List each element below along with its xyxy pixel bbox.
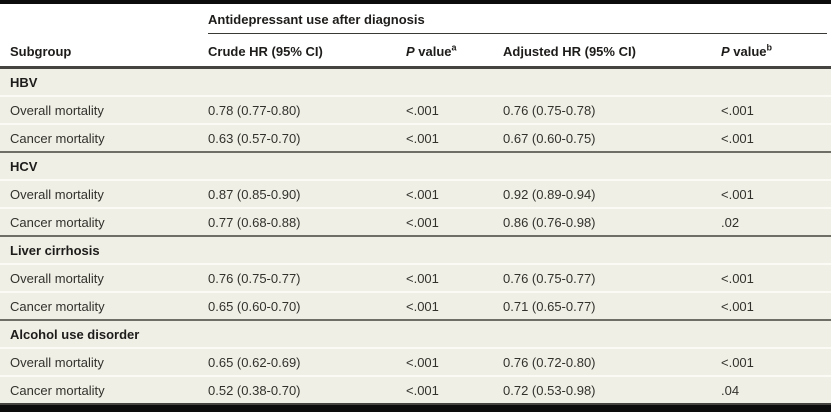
- cell-p-adjusted: <.001: [711, 95, 831, 124]
- table-header: Antidepressant use after diagnosis Subgr…: [0, 4, 831, 69]
- cell-subgroup: Cancer mortality: [0, 207, 198, 236]
- cell-subgroup: Overall mortality: [0, 95, 198, 124]
- p-value-text: value: [729, 44, 767, 59]
- cell-subgroup: Cancer mortality: [0, 291, 198, 320]
- table-row: Cancer mortality 0.63 (0.57-0.70) <.001 …: [0, 123, 831, 152]
- cell-crude-hr: 0.52 (0.38-0.70): [198, 375, 396, 405]
- table-body: HBV Overall mortality 0.78 (0.77-0.80) <…: [0, 66, 831, 405]
- column-header-row: Subgroup Crude HR (95% CI) P valuea Adju…: [0, 34, 831, 69]
- p-italic: P: [406, 44, 415, 59]
- cell-crude-hr: 0.63 (0.57-0.70): [198, 123, 396, 152]
- cell-p-crude: <.001: [396, 207, 493, 236]
- section-label: HCV: [0, 151, 831, 180]
- p-italic: P: [721, 44, 730, 59]
- cell-adjusted-hr: 0.86 (0.76-0.98): [493, 207, 711, 236]
- col-header-crude-hr: Crude HR (95% CI): [198, 34, 396, 69]
- cell-p-adjusted: <.001: [711, 291, 831, 320]
- cell-p-adjusted: <.001: [711, 179, 831, 208]
- cell-adjusted-hr: 0.72 (0.53-0.98): [493, 375, 711, 405]
- section-header-row-liver-cirrhosis: Liver cirrhosis: [0, 235, 831, 264]
- section-header-row-hbv: HBV: [0, 66, 831, 96]
- cell-subgroup: Overall mortality: [0, 179, 198, 208]
- cell-p-crude: <.001: [396, 347, 493, 376]
- table-row: Overall mortality 0.78 (0.77-0.80) <.001…: [0, 95, 831, 124]
- footnote-marker-a: a: [451, 42, 457, 53]
- cell-crude-hr: 0.76 (0.75-0.77): [198, 263, 396, 292]
- figure-top-rule: [0, 0, 831, 4]
- cell-p-adjusted: <.001: [711, 347, 831, 376]
- cell-subgroup: Cancer mortality: [0, 123, 198, 152]
- cell-p-adjusted: <.001: [711, 263, 831, 292]
- figure-bottom-rule: [0, 405, 831, 412]
- cell-p-crude: <.001: [396, 291, 493, 320]
- cell-adjusted-hr: 0.76 (0.75-0.77): [493, 263, 711, 292]
- section-header-row-alcohol-use-disorder: Alcohol use disorder: [0, 319, 831, 348]
- footnote-marker-b: b: [766, 42, 773, 53]
- cell-p-crude: <.001: [396, 179, 493, 208]
- cell-p-adjusted: .02: [711, 207, 831, 236]
- col-header-subgroup: Subgroup: [0, 34, 198, 69]
- table-row: Overall mortality 0.76 (0.75-0.77) <.001…: [0, 263, 831, 292]
- cell-p-adjusted: <.001: [711, 123, 831, 152]
- section-label: Liver cirrhosis: [0, 235, 831, 264]
- cell-adjusted-hr: 0.76 (0.72-0.80): [493, 347, 711, 376]
- col-header-p-value-adjusted: P valueb: [711, 34, 831, 69]
- cell-subgroup: Cancer mortality: [0, 375, 198, 405]
- hazard-ratio-table: Antidepressant use after diagnosis Subgr…: [0, 4, 831, 405]
- cell-adjusted-hr: 0.67 (0.60-0.75): [493, 123, 711, 152]
- cell-p-crude: <.001: [396, 123, 493, 152]
- cell-adjusted-hr: 0.76 (0.75-0.78): [493, 95, 711, 124]
- cell-p-crude: <.001: [396, 263, 493, 292]
- section-header-row-hcv: HCV: [0, 151, 831, 180]
- cell-subgroup: Overall mortality: [0, 263, 198, 292]
- table-row: Overall mortality 0.65 (0.62-0.69) <.001…: [0, 347, 831, 376]
- table-row: Cancer mortality 0.77 (0.68-0.88) <.001 …: [0, 207, 831, 236]
- spanner-blank-cell: [0, 4, 198, 34]
- cell-p-adjusted: .04: [711, 375, 831, 405]
- col-header-adjusted-hr: Adjusted HR (95% CI): [493, 34, 711, 69]
- spanner-cell: Antidepressant use after diagnosis: [198, 4, 831, 34]
- spanner-row: Antidepressant use after diagnosis: [0, 4, 831, 34]
- col-header-p-value-crude: P valuea: [396, 34, 493, 69]
- spanner-label: Antidepressant use after diagnosis: [208, 6, 828, 34]
- cell-adjusted-hr: 0.92 (0.89-0.94): [493, 179, 711, 208]
- cell-crude-hr: 0.78 (0.77-0.80): [198, 95, 396, 124]
- table-row: Overall mortality 0.87 (0.85-0.90) <.001…: [0, 179, 831, 208]
- table-row: Cancer mortality 0.65 (0.60-0.70) <.001 …: [0, 291, 831, 320]
- cell-crude-hr: 0.87 (0.85-0.90): [198, 179, 396, 208]
- cell-p-crude: <.001: [396, 375, 493, 405]
- cell-crude-hr: 0.77 (0.68-0.88): [198, 207, 396, 236]
- section-label: HBV: [0, 66, 831, 96]
- cell-subgroup: Overall mortality: [0, 347, 198, 376]
- p-value-text: value: [414, 44, 452, 59]
- cell-crude-hr: 0.65 (0.60-0.70): [198, 291, 396, 320]
- cell-crude-hr: 0.65 (0.62-0.69): [198, 347, 396, 376]
- cell-p-crude: <.001: [396, 95, 493, 124]
- cell-adjusted-hr: 0.71 (0.65-0.77): [493, 291, 711, 320]
- table-row: Cancer mortality 0.52 (0.38-0.70) <.001 …: [0, 375, 831, 405]
- section-label: Alcohol use disorder: [0, 319, 831, 348]
